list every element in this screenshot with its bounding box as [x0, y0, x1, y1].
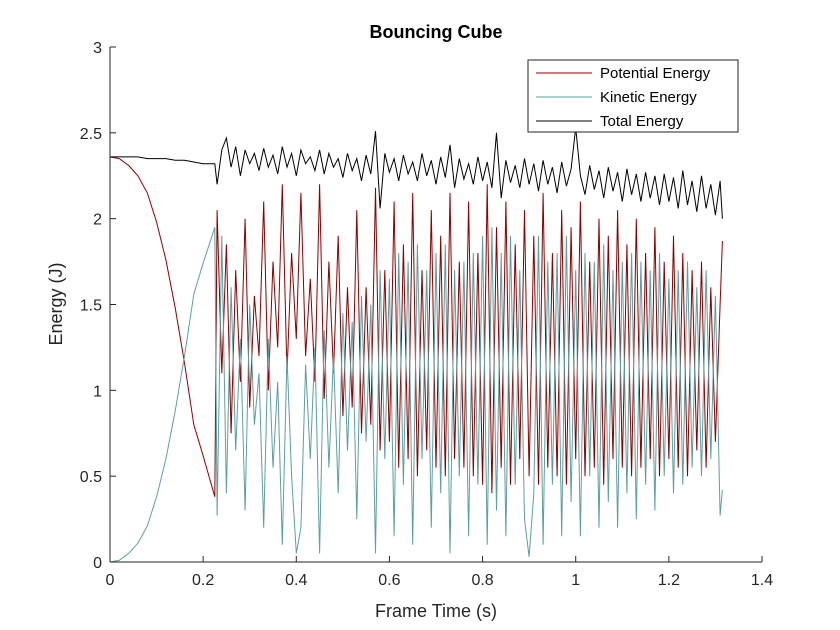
y-tick-label: 1.5	[80, 298, 102, 315]
y-tick-label: 3	[93, 40, 102, 57]
y-tick-label: 0	[93, 555, 102, 572]
x-tick-label: 0.6	[378, 572, 400, 589]
x-tick-label: 0.8	[471, 572, 493, 589]
series-layer	[109, 127, 723, 563]
series-line-1	[109, 227, 723, 563]
x-tick-label: 0	[106, 572, 115, 589]
y-tick-label: 0.5	[80, 469, 102, 486]
legend-label-1: Kinetic Energy	[600, 89, 697, 106]
plot-area: 0 0.2 0.4 0.6 0.8 1 1.2 1.4 0 0.5 1 1.5 2 2.5 3	[80, 40, 773, 589]
y-tick-label: 2.5	[80, 126, 102, 143]
x-tick-label: 0.2	[192, 572, 214, 589]
legend-box	[527, 59, 739, 133]
legend: Potential Energy Kinetic Energy Total Ener…	[527, 59, 739, 133]
x-tick-label: 0.4	[285, 572, 307, 589]
legend-label-0: Potential Energy	[600, 65, 711, 82]
x-ticks: 0 0.2 0.4 0.6 0.8 1 1.2 1.4	[106, 556, 773, 589]
series-line-2	[110, 127, 723, 219]
x-axis-label: Frame Time (s)	[375, 601, 497, 621]
y-ticks: 0 0.5 1 1.5 2 2.5 3	[80, 40, 116, 572]
y-axis-label: Energy (J)	[46, 262, 66, 345]
x-tick-label: 1	[571, 572, 580, 589]
legend-label-2: Total Energy	[600, 113, 684, 130]
chart-title: Bouncing Cube	[370, 22, 503, 42]
y-tick-label: 1	[93, 383, 102, 400]
y-tick-label: 2	[93, 212, 102, 229]
x-tick-label: 1.2	[658, 572, 680, 589]
x-tick-label: 1.4	[751, 572, 773, 589]
